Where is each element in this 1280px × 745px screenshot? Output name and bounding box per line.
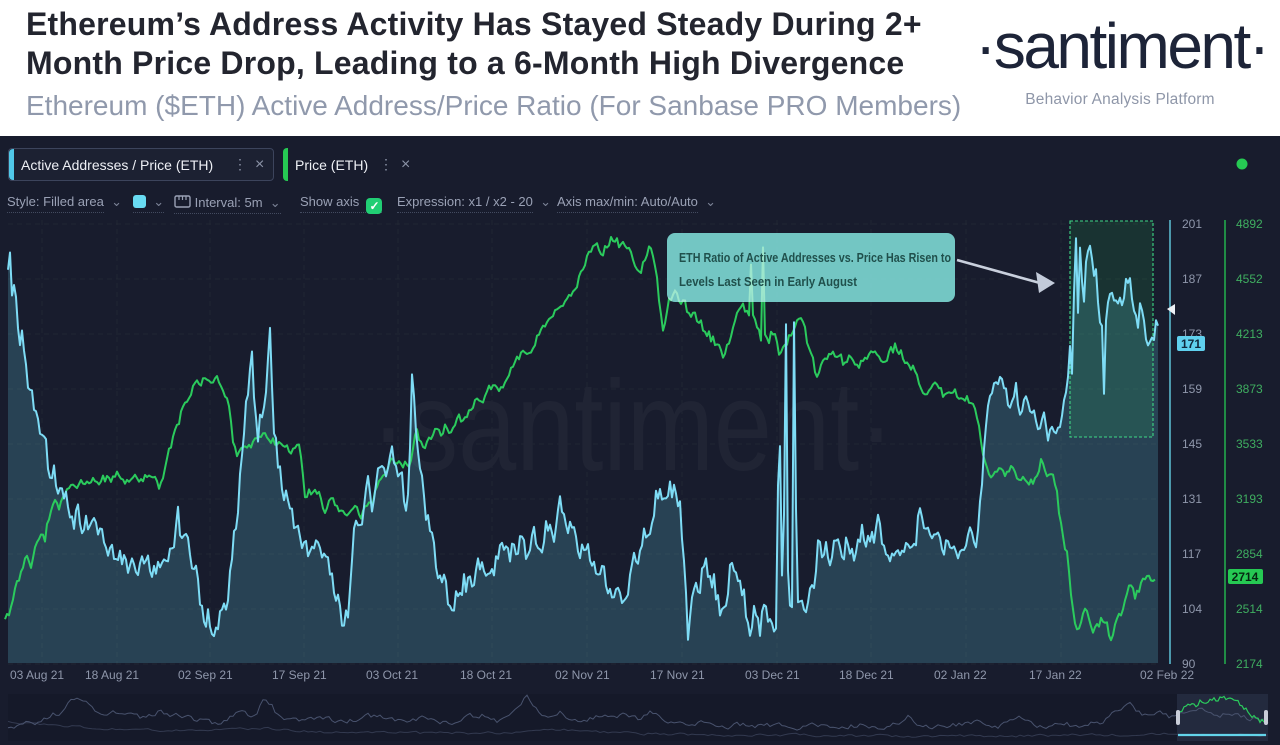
svg-text:2514: 2514 <box>1236 602 1263 616</box>
svg-text:145: 145 <box>1182 437 1202 451</box>
svg-text:201: 201 <box>1182 217 1202 231</box>
svg-text:117: 117 <box>1182 547 1201 561</box>
svg-text:17 Sep 21: 17 Sep 21 <box>272 668 327 682</box>
svg-text:104: 104 <box>1182 602 1202 616</box>
svg-text:03 Dec 21: 03 Dec 21 <box>745 668 800 682</box>
svg-text:02 Feb 22: 02 Feb 22 <box>1140 668 1194 682</box>
svg-text:171: 171 <box>1181 337 1201 351</box>
svg-text:3533: 3533 <box>1236 437 1263 451</box>
svg-text:4213: 4213 <box>1236 327 1263 341</box>
svg-text:159: 159 <box>1182 382 1202 396</box>
svg-text:2854: 2854 <box>1236 547 1263 561</box>
svg-text:187: 187 <box>1182 272 1202 286</box>
svg-text:02 Sep 21: 02 Sep 21 <box>178 668 233 682</box>
svg-text:18 Dec 21: 18 Dec 21 <box>839 668 894 682</box>
svg-text:3193: 3193 <box>1236 492 1263 506</box>
svg-text:17 Jan 22: 17 Jan 22 <box>1029 668 1082 682</box>
svg-text:3873: 3873 <box>1236 382 1263 396</box>
svg-text:ETH Ratio of Active Addresses: ETH Ratio of Active Addresses vs. Price … <box>679 250 951 265</box>
svg-text:03 Aug 21: 03 Aug 21 <box>10 668 64 682</box>
svg-text:4892: 4892 <box>1236 217 1263 231</box>
svg-text:·santiment·: ·santiment· <box>371 355 894 498</box>
svg-text:18 Aug 21: 18 Aug 21 <box>85 668 139 682</box>
svg-text:131: 131 <box>1182 492 1202 506</box>
svg-text:2714: 2714 <box>1232 570 1259 584</box>
svg-text:02 Jan 22: 02 Jan 22 <box>934 668 987 682</box>
svg-text:90: 90 <box>1182 657 1196 671</box>
svg-text:Levels Last Seen in Early Augu: Levels Last Seen in Early August <box>679 274 858 289</box>
svg-text:02 Nov 21: 02 Nov 21 <box>555 668 610 682</box>
svg-text:03 Oct 21: 03 Oct 21 <box>366 668 418 682</box>
svg-text:2174: 2174 <box>1236 657 1263 671</box>
svg-text:18 Oct 21: 18 Oct 21 <box>460 668 512 682</box>
svg-text:17 Nov 21: 17 Nov 21 <box>650 668 705 682</box>
svg-text:4552: 4552 <box>1236 272 1263 286</box>
